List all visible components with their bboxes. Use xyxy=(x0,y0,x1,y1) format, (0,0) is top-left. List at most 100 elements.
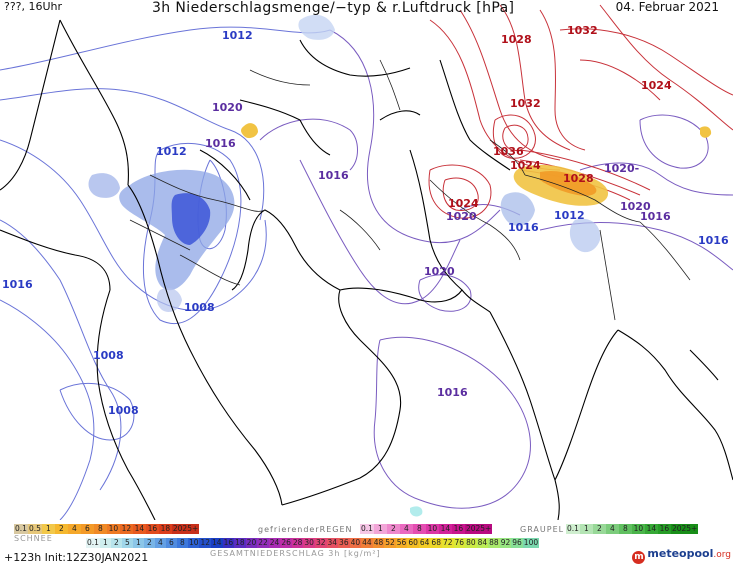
legend-swatch: 76 xyxy=(453,538,466,548)
legend-swatch: 44 xyxy=(361,538,373,548)
legend-freezing-rain-scale: 0.1 1 2 4 8 10 14 16 2025+ xyxy=(360,524,493,534)
legend-swatch: 88 xyxy=(488,538,500,548)
isobar-label: 1028 xyxy=(501,33,532,46)
isobar-label: 1020- xyxy=(604,162,640,175)
legend-swatch: 60 xyxy=(407,538,419,548)
header-left-label: ???, 16Uhr xyxy=(4,0,63,13)
isobar-label: 1008 xyxy=(108,404,139,417)
legend-swatch: 6 xyxy=(80,524,94,534)
map-canvas xyxy=(0,4,733,520)
legend-total-label: GESAMTNIEDERSCHLAG 3h [kg/m²] xyxy=(210,549,381,558)
isobars-blue xyxy=(0,26,331,520)
legend-swatch: 0.1 xyxy=(86,538,100,548)
legend-swatch: 10 xyxy=(425,524,439,534)
isobar-label: 1032 xyxy=(567,24,598,37)
legend-swatch: 16 xyxy=(145,524,159,534)
legend-swatch: 18 xyxy=(234,538,246,548)
legend-swatch: 10 xyxy=(631,524,645,534)
isobar-label: 1020 xyxy=(212,101,243,114)
isobar-label: 1016 xyxy=(437,386,468,399)
legend-swatch: 2 xyxy=(386,524,400,534)
legend-swatch: 30 xyxy=(303,538,315,548)
legend-swatch: 5 xyxy=(121,538,133,548)
isobar-label: 1016 xyxy=(205,137,236,150)
legend-swatch: 12 xyxy=(199,538,212,548)
legend-swatch: 10 xyxy=(106,524,120,534)
model-run-info: +123h Init:12Z30JAN2021 xyxy=(4,551,149,564)
legend-swatch: 80 xyxy=(465,538,477,548)
legend-swatch: 1 xyxy=(579,524,593,534)
legend-swatch: 36 xyxy=(338,538,350,548)
legend-graupel-scale: 0.1 1 2 4 8 10 14 16 2025+ xyxy=(566,524,699,534)
legend-swatch: 16 xyxy=(222,538,235,548)
legend-swatch: 1 xyxy=(41,524,55,534)
legend-swatch: 4 xyxy=(154,538,166,548)
legend-swatch: 4 xyxy=(605,524,619,534)
legend-swatch: 0.1 xyxy=(14,524,28,534)
legend-swatch: 28 xyxy=(291,538,304,548)
legend-swatch: 2025+ xyxy=(171,524,200,534)
legend-swatch: 2 xyxy=(54,524,68,534)
legend-swatch: 8 xyxy=(618,524,632,534)
isobar-label: 1016 xyxy=(318,169,349,182)
legend-swatch: 100 xyxy=(522,538,540,548)
legend-swatch: 96 xyxy=(511,538,523,548)
isobars-red xyxy=(428,4,733,219)
legend-swatch: 52 xyxy=(384,538,396,548)
isobar-label: 1016 xyxy=(508,221,539,234)
legend-swatch: 8 xyxy=(412,524,426,534)
isobar-label: 1028 xyxy=(563,172,594,185)
isobar-label: 1008 xyxy=(93,349,124,362)
legend-snow-label: SCHNEE xyxy=(14,534,53,543)
legend-swatch: 14 xyxy=(211,538,223,548)
legend-swatch: 2025+ xyxy=(670,524,699,534)
isobar-label: 1020 xyxy=(620,200,651,213)
precipitation-areas xyxy=(88,14,712,517)
isobar-label: 1012 xyxy=(554,209,585,222)
legend-swatch: 92 xyxy=(499,538,512,548)
isobar-label: 1024 xyxy=(448,197,479,210)
isobar-label: 1016 xyxy=(698,234,729,247)
legend-freezing-rain-label: gefrierenderREGEN xyxy=(258,525,353,534)
legend-swatch: 12 xyxy=(119,524,133,534)
legend-swatch: 14 xyxy=(644,524,658,534)
legend-swatch: 56 xyxy=(395,538,408,548)
isobar-label: 1032 xyxy=(510,97,541,110)
country-borders xyxy=(129,59,691,321)
coastlines xyxy=(0,19,733,520)
map-date: 04. Februar 2021 xyxy=(615,0,719,14)
isobars-purple xyxy=(259,29,733,509)
isobar-label: 1020 xyxy=(446,210,477,223)
legend-swatch: 14 xyxy=(438,524,452,534)
isobar-label: 1020 xyxy=(424,265,455,278)
legend-swatch: 1 xyxy=(99,538,111,548)
logo-suffix: .org xyxy=(713,550,731,560)
precipitation-legend: 0.1 0.5 1 2 4 6 8 10 12 14 16 18 2025+ SCHNEE gefrie… xyxy=(0,522,733,566)
map-title: 3h Niederschlagsmenge/−typ & r.Luftdruck… xyxy=(152,0,515,16)
legend-swatch: 8 xyxy=(176,538,188,548)
legend-swatch: 8 xyxy=(93,524,107,534)
legend-swatch: 10 xyxy=(187,538,200,548)
legend-swatch: 22 xyxy=(257,538,269,548)
legend-swatch: 1 xyxy=(132,538,144,548)
isobar-label: 1024 xyxy=(641,79,672,92)
legend-swatch: 1 xyxy=(373,524,387,534)
legend-graupel-label: GRAUPEL xyxy=(520,525,565,534)
legend-swatch: 26 xyxy=(280,538,292,548)
legend-swatch: 0.5 xyxy=(27,524,42,534)
legend-swatch: 4 xyxy=(67,524,81,534)
legend-snow-scale: 0.1 0.5 1 2 4 6 8 10 12 14 16 18 2025+ xyxy=(14,524,200,534)
legend-swatch: 20 xyxy=(245,538,258,548)
logo-text: meteopool xyxy=(647,547,714,560)
legend-swatch: 84 xyxy=(476,538,489,548)
isobar-label: 1036 xyxy=(493,145,524,158)
legend-swatch: 18 xyxy=(158,524,172,534)
legend-swatch: 68 xyxy=(430,538,442,548)
meteopool-logo[interactable]: m meteopool.org xyxy=(632,547,731,564)
legend-swatch: 2 xyxy=(143,538,155,548)
legend-swatch: 72 xyxy=(441,538,454,548)
isobar-label: 1008 xyxy=(184,301,215,314)
legend-total-scale: 0.1 1 2 5 1 2 4 6 8 10 12 14 16 18 20 22 24 26 28 30 32 34 36 4… xyxy=(86,538,540,548)
legend-swatch: 2 xyxy=(110,538,122,548)
legend-swatch: 14 xyxy=(132,524,146,534)
